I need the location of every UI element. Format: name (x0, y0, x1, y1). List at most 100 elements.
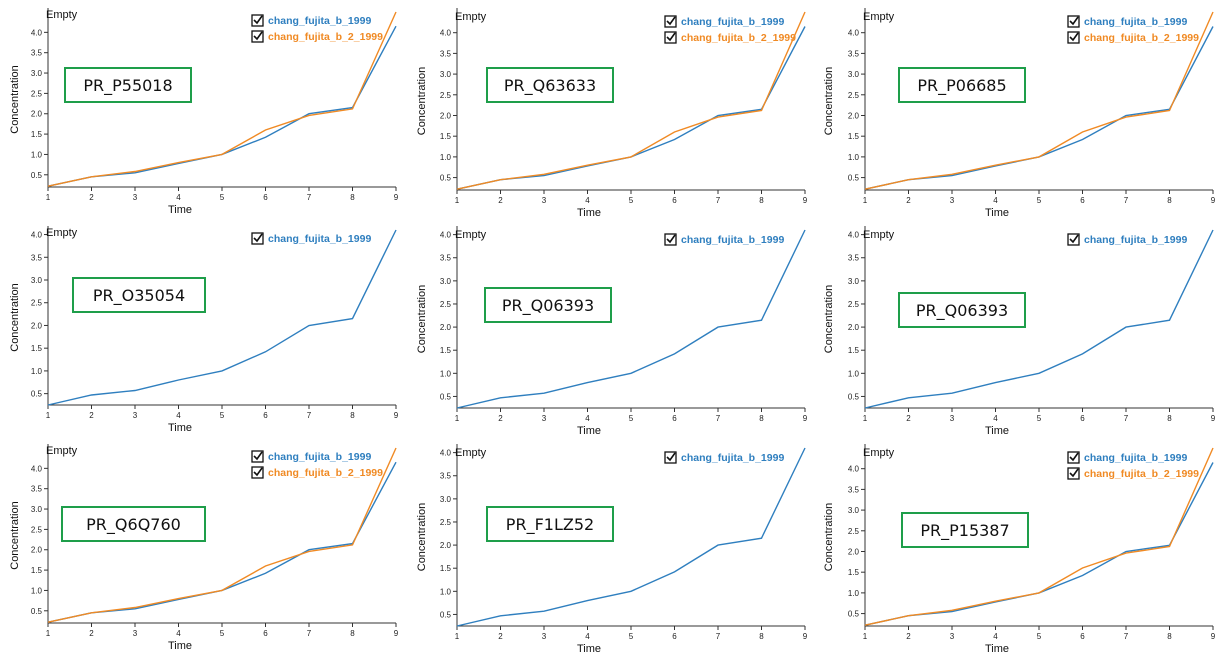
x-tick-label: 7 (307, 193, 312, 202)
x-tick-label: 4 (176, 193, 181, 202)
line-chart: 0.5 1.0 1.5 2.0 2.5 3.0 3.5 4.0 1 2 3 4 5 6 7 8 9 Time Con… (416, 226, 808, 437)
legend-checkbox[interactable] (1067, 451, 1080, 464)
legend-item[interactable]: chang_fujita_b_2_1999 (1067, 467, 1199, 480)
legend-label: chang_fujita_b_2_1999 (268, 31, 383, 43)
y-tick-label: 3.0 (31, 505, 43, 514)
x-tick-label: 7 (1124, 632, 1129, 641)
y-tick-label: 3.0 (848, 70, 860, 79)
checkmark-icon (253, 451, 263, 461)
y-tick-label: 0.5 (31, 607, 43, 616)
legend-checkbox[interactable] (251, 30, 264, 43)
protein-id-label: PR_Q6Q760 (61, 506, 206, 542)
chart-panel: 0.5 1.0 1.5 2.0 2.5 3.0 3.5 4.0 1 2 3 4 5 6 7 8 9 Time Con… (407, 436, 814, 655)
legend-checkbox[interactable] (251, 466, 264, 479)
x-tick-label: 2 (498, 196, 503, 205)
legend-label: chang_fujita_b_1999 (681, 234, 784, 246)
x-tick-label: 3 (133, 411, 138, 420)
x-tick-label: 1 (46, 411, 51, 420)
x-tick-label: 7 (1124, 196, 1129, 205)
y-axis-label: Concentration (823, 67, 835, 136)
protein-id-label: PR_P55018 (64, 67, 192, 103)
y-tick-label: 4.0 (440, 231, 452, 240)
legend-checkbox[interactable] (664, 31, 677, 44)
x-tick-label: 3 (133, 193, 138, 202)
legend-checkbox[interactable] (664, 233, 677, 246)
legend-checkbox[interactable] (1067, 467, 1080, 480)
y-tick-label: 3.0 (440, 70, 452, 79)
legend-item[interactable]: chang_fujita_b_2_1999 (664, 31, 796, 44)
x-tick-label: 3 (133, 629, 138, 638)
x-tick-label: 8 (759, 632, 764, 641)
checkmark-icon (1069, 32, 1079, 42)
protein-id-label: PR_P06685 (898, 67, 1026, 103)
x-tick-label: 9 (803, 196, 808, 205)
x-tick-label: 1 (455, 414, 460, 423)
protein-id-label: PR_Q63633 (486, 67, 614, 103)
legend-item[interactable]: chang_fujita_b_2_1999 (251, 30, 383, 43)
y-tick-label: 4.0 (31, 464, 43, 473)
legend-label: chang_fujita_b_2_1999 (268, 467, 383, 479)
legend-checkbox[interactable] (664, 15, 677, 28)
x-tick-label: 1 (863, 196, 868, 205)
legend-checkbox[interactable] (1067, 233, 1080, 246)
series-line (47, 447, 397, 623)
x-tick-label: 8 (759, 196, 764, 205)
legend-item[interactable]: chang_fujita_b_2_1999 (1067, 31, 1199, 44)
panel-title: Empty (863, 11, 895, 23)
y-tick-label: 4.0 (31, 231, 43, 240)
checkmark-icon (1069, 468, 1079, 478)
y-tick-label: 3.5 (848, 485, 860, 494)
legend-item[interactable]: chang_fujita_b_1999 (251, 232, 371, 245)
legend-item[interactable]: chang_fujita_b_1999 (1067, 233, 1187, 246)
x-tick-label: 8 (759, 414, 764, 423)
y-tick-label: 2.0 (440, 111, 452, 120)
y-tick-label: 3.5 (31, 485, 43, 494)
x-tick-label: 8 (350, 629, 355, 638)
legend-item[interactable]: chang_fujita_b_1999 (1067, 15, 1187, 28)
legend-checkbox[interactable] (1067, 15, 1080, 28)
x-tick-label: 3 (542, 196, 547, 205)
x-tick-label: 1 (455, 196, 460, 205)
x-tick-label: 5 (220, 193, 225, 202)
legend-checkbox[interactable] (251, 14, 264, 27)
legend-item[interactable]: chang_fujita_b_2_1999 (251, 466, 383, 479)
x-tick-label: 9 (1211, 196, 1216, 205)
legend-item[interactable]: chang_fujita_b_1999 (1067, 451, 1187, 464)
checkmark-icon (253, 467, 263, 477)
x-tick-label: 3 (542, 414, 547, 423)
legend-item[interactable]: chang_fujita_b_1999 (664, 451, 784, 464)
x-tick-label: 7 (716, 196, 721, 205)
x-tick-label: 2 (498, 414, 503, 423)
legend-checkbox[interactable] (664, 451, 677, 464)
panel-title: Empty (455, 229, 487, 241)
legend-checkbox[interactable] (251, 450, 264, 463)
x-tick-label: 6 (1080, 196, 1085, 205)
legend-item[interactable]: chang_fujita_b_1999 (251, 450, 371, 463)
y-tick-label: 4.0 (848, 29, 860, 38)
y-tick-label: 3.0 (440, 495, 452, 504)
legend-checkbox[interactable] (251, 232, 264, 245)
series-line (47, 461, 397, 623)
x-tick-label: 9 (394, 193, 399, 202)
y-tick-label: 3.5 (440, 49, 452, 58)
y-tick-label: 4.0 (848, 231, 860, 240)
checkmark-icon (1069, 16, 1079, 26)
series-line (864, 447, 1214, 626)
legend-item[interactable]: chang_fujita_b_1999 (251, 14, 371, 27)
x-tick-label: 6 (1080, 632, 1085, 641)
y-tick-label: 3.5 (848, 49, 860, 58)
y-axis-label: Concentration (9, 501, 21, 570)
y-tick-label: 2.0 (848, 111, 860, 120)
series-line (864, 26, 1214, 190)
legend-item[interactable]: chang_fujita_b_1999 (664, 15, 784, 28)
x-tick-label: 6 (263, 193, 268, 202)
y-axis-label: Concentration (9, 283, 21, 352)
line-chart: 0.5 1.0 1.5 2.0 2.5 3.0 3.5 4.0 1 2 3 4 5 6 7 8 9 Time Con… (823, 226, 1216, 437)
x-tick-label: 6 (672, 414, 677, 423)
x-tick-label: 1 (863, 632, 868, 641)
series-line (864, 229, 1214, 409)
x-tick-label: 9 (803, 414, 808, 423)
legend-item[interactable]: chang_fujita_b_1999 (664, 233, 784, 246)
legend-checkbox[interactable] (1067, 31, 1080, 44)
x-tick-label: 2 (498, 632, 503, 641)
